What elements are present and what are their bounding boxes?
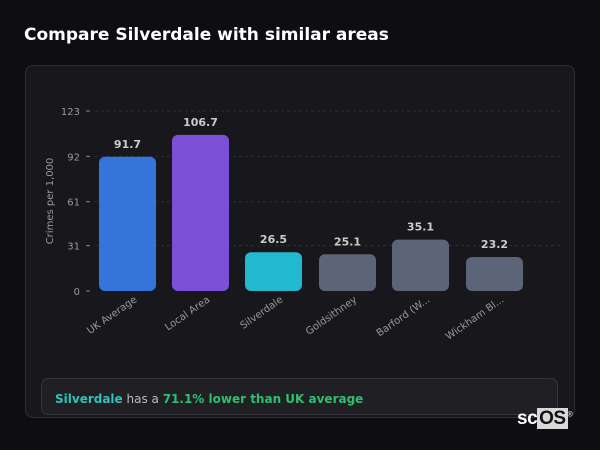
scos-logo: sc OS ® — [517, 408, 573, 429]
x-tick-label: Local Area — [163, 294, 212, 333]
bar-value-label: 106.7 — [183, 116, 218, 129]
summary-area: Silverdale — [55, 392, 123, 406]
y-tick-label: 61 — [67, 198, 80, 209]
summary-result: 71.1% lower than UK average — [162, 392, 364, 406]
x-tick-label: Barford (W... — [375, 294, 432, 339]
bar — [392, 239, 449, 291]
bar — [172, 134, 229, 291]
summary-middle: has a — [122, 392, 163, 406]
bar — [319, 254, 376, 291]
y-tick-label: 0 — [74, 287, 80, 298]
page-title: Compare Silverdale with similar areas — [24, 25, 389, 45]
y-tick-label: 92 — [67, 152, 80, 163]
bar-value-label: 23.2 — [481, 238, 508, 251]
x-tick-label: Silverdale — [239, 294, 286, 331]
y-tick-label: 123 — [61, 107, 80, 118]
bar — [245, 252, 302, 291]
bar-value-label: 26.5 — [260, 233, 287, 246]
x-tick-label: UK Average — [85, 294, 139, 336]
y-tick-label: 31 — [67, 242, 80, 253]
bar-value-label: 25.1 — [334, 235, 361, 248]
summary-box: Silverdale has a 71.1% lower than UK ave… — [41, 378, 558, 415]
bar-value-label: 91.7 — [114, 138, 141, 151]
y-axis-label: Crimes per 1,000 — [45, 158, 56, 245]
bar — [466, 257, 523, 291]
bar — [99, 156, 156, 291]
bar-value-label: 35.1 — [407, 221, 434, 234]
x-tick-label: Goldsithney — [304, 294, 359, 337]
x-tick-label: Wickham Bl... — [444, 294, 506, 342]
